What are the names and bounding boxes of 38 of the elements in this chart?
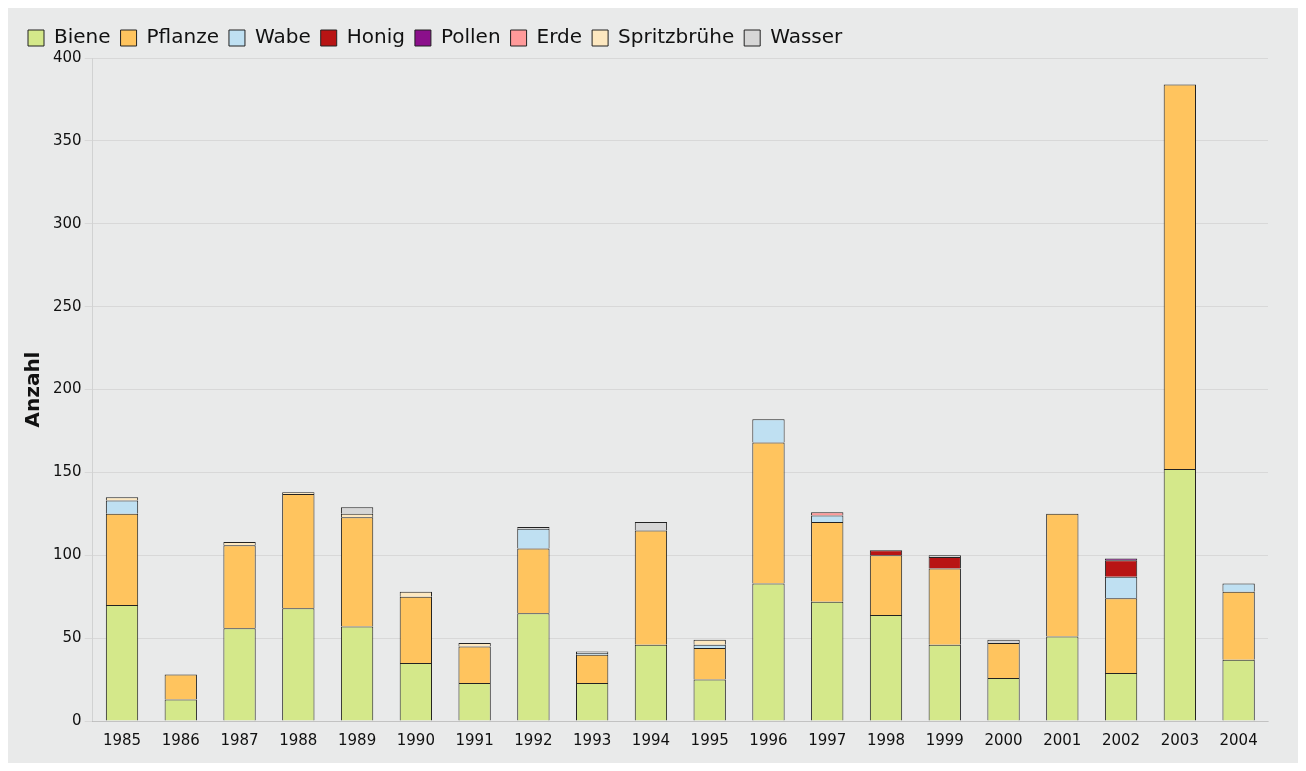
x-tick-label: 1996: [749, 730, 788, 749]
x-tick-label: 2004: [1219, 730, 1258, 749]
y-tick-label: 150: [52, 462, 82, 481]
x-tick-label: 1993: [573, 730, 612, 749]
x-tick-label: 1990: [396, 730, 435, 749]
x-tick-label: 2001: [1043, 730, 1082, 749]
x-tick-label: 1986: [161, 730, 200, 749]
legend-label: Wabe: [254, 24, 311, 49]
legend-label: Wasser: [770, 24, 844, 49]
legend-label: Erde: [536, 24, 583, 49]
x-tick-label: 1994: [631, 730, 671, 749]
legend-label: Pollen: [440, 24, 501, 49]
x-tick-label: 1999: [925, 730, 964, 749]
legend-label: Spritzbrühe: [618, 24, 735, 49]
x-tick-label: 1998: [866, 730, 906, 749]
x-tick-label: 1992: [514, 730, 553, 749]
x-tick-label: 1995: [690, 730, 729, 749]
legend-label: Biene: [54, 24, 111, 49]
x-tick-label: 1988: [279, 730, 318, 749]
x-tick-label: 1985: [102, 730, 142, 749]
x-tick-label: 1997: [808, 730, 847, 749]
legend-label: Honig: [346, 24, 405, 49]
x-tick-label: 2002: [1101, 730, 1141, 749]
y-tick-label: 50: [62, 628, 82, 647]
x-tick-label: 2000: [984, 730, 1023, 749]
y-tick-label: 350: [52, 130, 82, 149]
y-tick-label: 400: [52, 47, 82, 66]
y-axis-title: Anzahl: [20, 351, 45, 428]
y-tick-label: 0: [72, 710, 82, 729]
x-tick-label: 1991: [455, 730, 494, 749]
y-tick-label: 250: [52, 296, 82, 315]
x-tick-label: 2003: [1160, 730, 1199, 749]
y-tick-label: 300: [52, 213, 82, 232]
x-tick-label: 1989: [337, 730, 377, 749]
y-tick-label: 200: [52, 379, 82, 398]
legend-label: Pflanze: [146, 24, 219, 49]
x-tick-label: 1987: [220, 730, 259, 749]
y-tick-label: 100: [52, 545, 82, 564]
